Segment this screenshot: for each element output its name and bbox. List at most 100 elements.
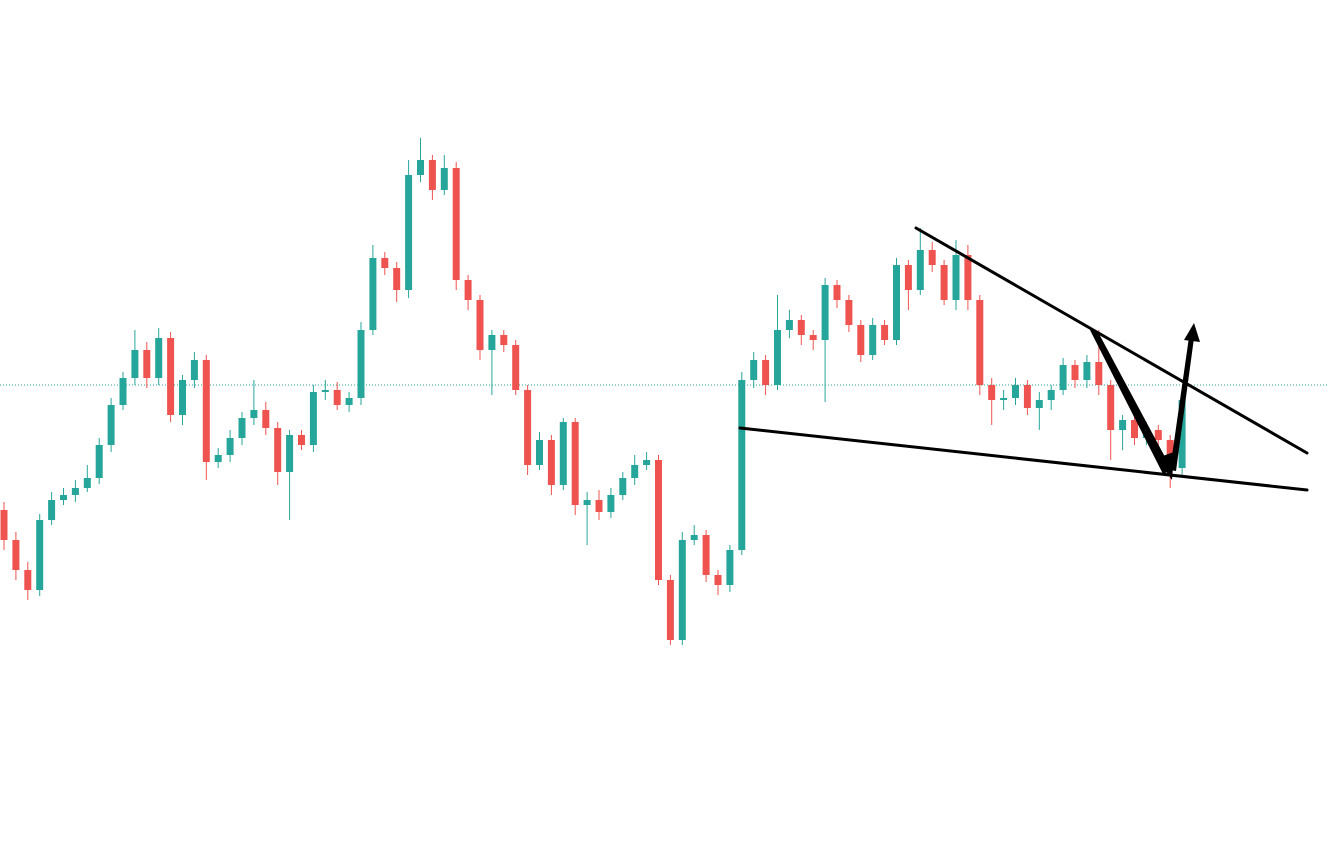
candle-body [916, 250, 924, 290]
drawings [738, 226, 1309, 492]
candle-body [1083, 362, 1091, 380]
down-arrow-head [1157, 452, 1174, 480]
candle-body [167, 338, 175, 415]
candle-body [476, 300, 484, 350]
candle-body [869, 325, 877, 355]
candle-body [893, 265, 900, 340]
candles [0, 138, 1186, 645]
upper-trendline [914, 226, 1309, 455]
candle-body [904, 265, 912, 290]
candle-body [714, 575, 722, 585]
candle-body [12, 540, 20, 570]
candle-body [1000, 398, 1008, 400]
candle-body [309, 392, 317, 445]
candle-body [190, 360, 198, 380]
candle-body [666, 580, 674, 640]
candle-body [238, 418, 246, 438]
candle-body [71, 488, 79, 495]
candle-body [809, 335, 817, 340]
candle-body [547, 440, 555, 485]
candle-body [155, 338, 163, 378]
candle-body [1035, 400, 1043, 408]
candle-body [214, 455, 222, 462]
candle-body [333, 390, 341, 405]
candle-body [95, 445, 103, 478]
candle-body [643, 460, 651, 465]
candle-body [369, 258, 377, 330]
candle-body [131, 350, 139, 378]
candle-body [821, 285, 829, 340]
candle-body [857, 325, 865, 355]
up-arrow-head [1184, 323, 1200, 342]
candle-body [202, 360, 210, 462]
candle-body [774, 330, 781, 385]
candle-body [1047, 390, 1055, 400]
candle-body [107, 405, 115, 445]
candle-body [512, 345, 520, 390]
candle-body [357, 330, 365, 398]
candle-body [24, 570, 32, 590]
candle-body [524, 390, 532, 465]
candle-body [738, 380, 746, 550]
candle-body [678, 540, 686, 640]
candle-body [286, 435, 294, 472]
candle-body [655, 460, 662, 580]
candle-body [36, 520, 44, 590]
candle-body [1095, 362, 1103, 385]
candle-body [702, 535, 710, 575]
candle-body [488, 335, 496, 350]
candle-body [619, 478, 627, 495]
candle-body [1178, 400, 1186, 468]
candle-body [1012, 385, 1019, 398]
candle-body [785, 320, 793, 330]
lower-trendline [738, 426, 1309, 492]
candle-body [583, 500, 591, 505]
candle-body [464, 280, 472, 300]
candle-body [976, 300, 984, 385]
candle-body [321, 390, 329, 392]
candle-body [536, 440, 543, 465]
candle-body [1154, 430, 1162, 440]
candle-body [417, 160, 424, 175]
candle-body [345, 398, 353, 405]
candle-body [143, 350, 151, 378]
candle-body [928, 250, 936, 265]
candle-body [1059, 365, 1067, 390]
candle-body [405, 175, 413, 290]
candle-body [500, 335, 508, 345]
candle-body [1119, 420, 1127, 430]
candle-body [48, 500, 56, 520]
candle-body [298, 435, 305, 445]
candle-body [250, 410, 258, 418]
candle-body [726, 550, 734, 585]
candle-body [179, 380, 186, 415]
candle-body [607, 495, 615, 512]
candle-body [274, 428, 282, 472]
candle-body [881, 325, 889, 340]
candle-body [1023, 385, 1031, 408]
candle-body [440, 168, 448, 190]
candle-body [833, 285, 841, 300]
down-arrow [1090, 330, 1172, 474]
candle-body [428, 160, 436, 190]
candle-body [631, 465, 639, 478]
candle-body [1131, 420, 1138, 438]
candle-body [797, 320, 805, 335]
candle-body [964, 255, 972, 300]
up-arrow [1170, 337, 1194, 471]
candle-body [988, 385, 996, 400]
candle-body [845, 300, 853, 325]
candle-body [119, 378, 127, 405]
candle-body [595, 500, 603, 512]
candle-body [559, 422, 567, 485]
candle-body [381, 258, 389, 268]
candle-body [762, 360, 770, 385]
candle-body [750, 360, 758, 380]
candle-body [571, 422, 579, 505]
candle-body [262, 410, 270, 428]
candle-body [452, 168, 460, 280]
candle-body [393, 268, 401, 290]
candle-body [1107, 385, 1115, 430]
